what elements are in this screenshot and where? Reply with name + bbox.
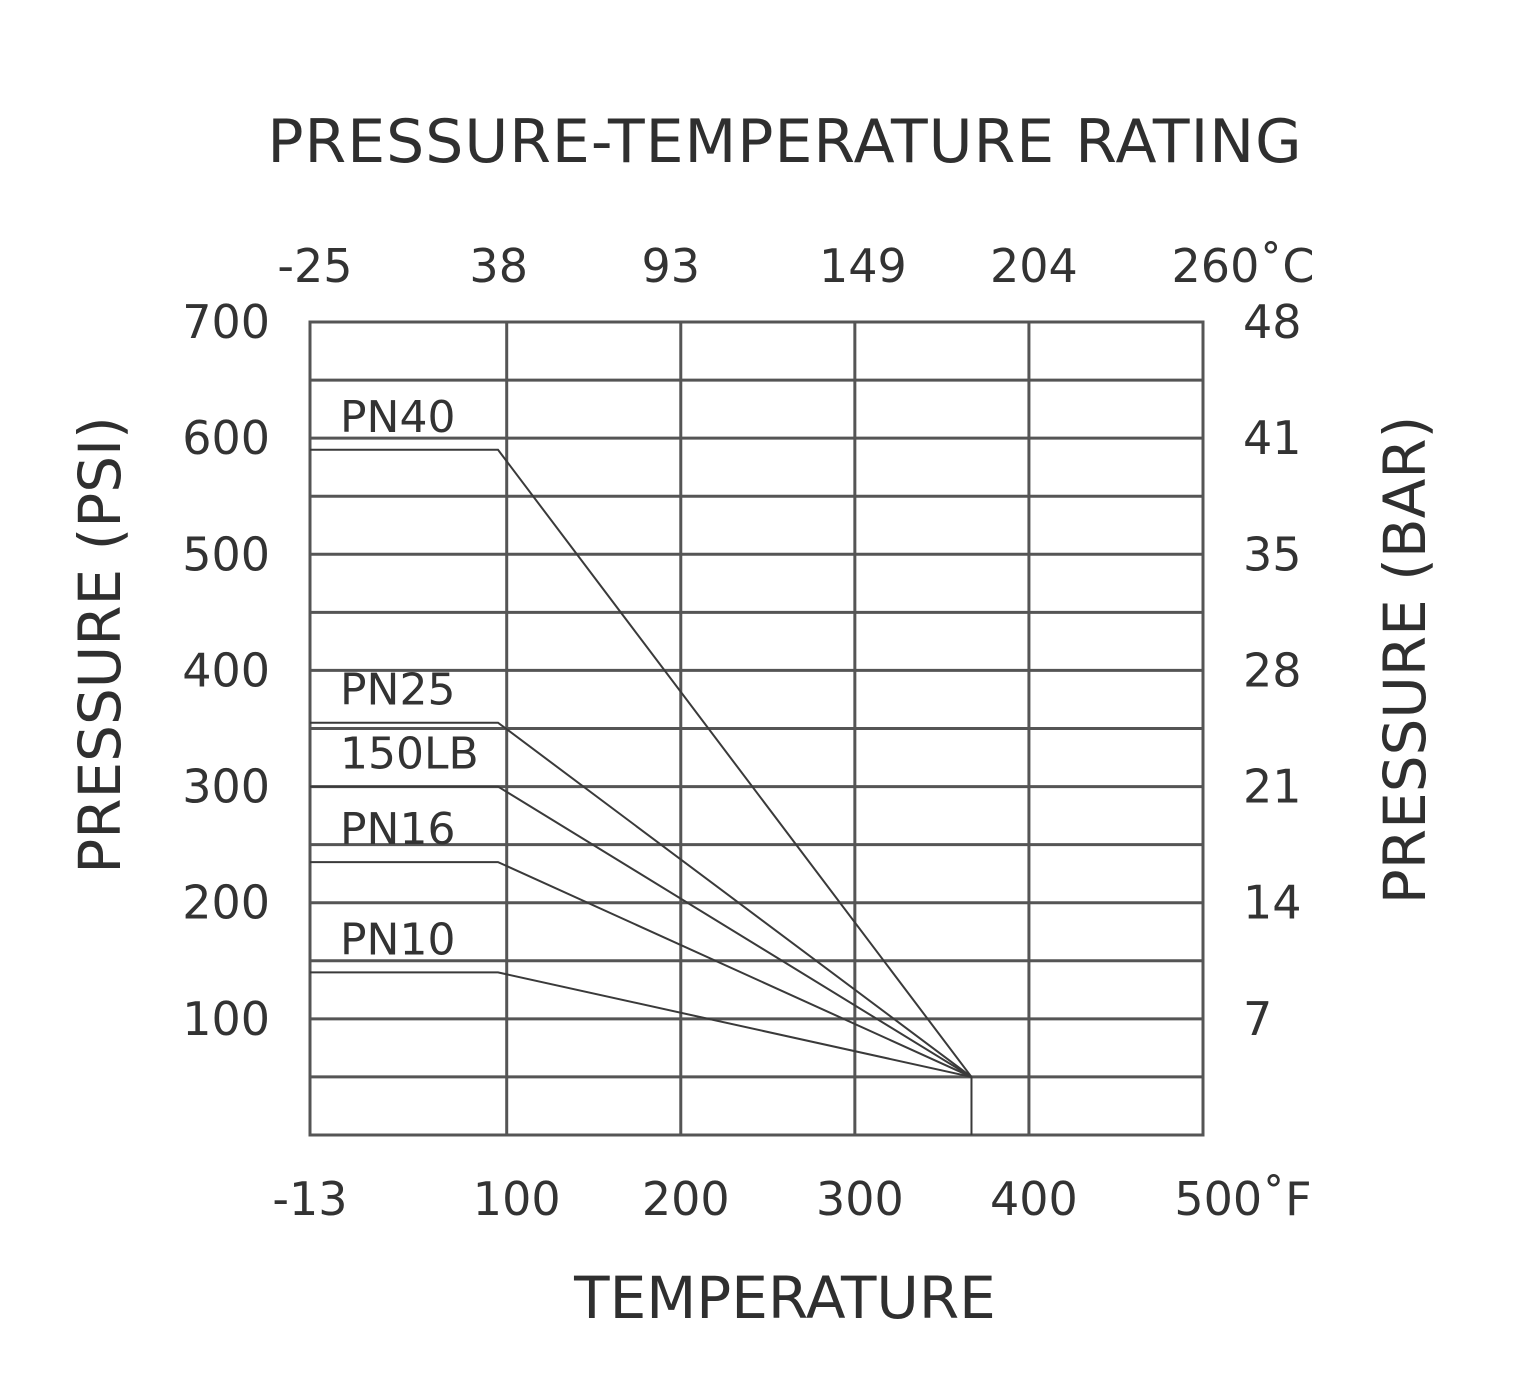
x-tick-label-bottom: 500˚F (1174, 1172, 1311, 1226)
series-line-pn25 (310, 721, 973, 1078)
y-tick-label-left: 500 (182, 527, 270, 581)
y-axis-title-left: PRESSURE (PSI) (66, 416, 134, 874)
series-line-pn10 (310, 971, 972, 1078)
x-tick-label-top: 38 (469, 239, 528, 293)
x-tick-label-top: 204 (990, 239, 1078, 293)
y-tick-label-right: 14 (1243, 876, 1302, 930)
x-tick-label-top: -25 (277, 239, 352, 293)
tick-layer: 100 200 300 400 500 600 700 7 14 21 28 35 41 48 -13 100… (182, 239, 1314, 1226)
x-tick-label-bottom: 400 (990, 1172, 1078, 1226)
y-tick-label-right: 48 (1243, 295, 1302, 349)
x-tick-label-top: 149 (819, 239, 907, 293)
y-tick-label-left: 400 (182, 643, 270, 697)
y-tick-label-right: 7 (1243, 992, 1272, 1046)
y-tick-label-left: 100 (182, 992, 270, 1046)
x-tick-label-bottom: 300 (816, 1172, 904, 1226)
y-tick-label-right: 28 (1243, 643, 1302, 697)
series-layer (310, 448, 973, 1135)
x-tick-label-top: 260˚C (1172, 239, 1315, 293)
chart-title: PRESSURE-TEMPERATURE RATING (267, 107, 1302, 177)
series-label-150lb: 150LB (340, 729, 479, 780)
x-tick-label-top: 93 (642, 239, 701, 293)
y-tick-label-left: 600 (182, 411, 270, 465)
x-axis-title: TEMPERATURE (573, 1264, 996, 1332)
x-tick-label-bottom: 200 (642, 1172, 730, 1226)
y-tick-label-left: 300 (182, 760, 270, 814)
series-line-150lb (310, 785, 973, 1078)
series-line-pn40 (310, 448, 973, 1135)
grid-layer (308, 320, 1205, 1137)
x-tick-label-bottom: -13 (272, 1172, 347, 1226)
label-layer: PN40 PN25 150LB PN16 PN10 (340, 392, 479, 966)
x-tick-label-bottom: 100 (473, 1172, 561, 1226)
series-label-pn16: PN16 (340, 804, 455, 855)
series-label-pn10: PN10 (340, 914, 455, 965)
y-tick-label-left: 200 (182, 876, 270, 930)
series-label-pn25: PN25 (340, 665, 455, 716)
y-tick-label-right: 41 (1243, 411, 1302, 465)
series-label-pn40: PN40 (340, 392, 455, 443)
y-tick-label-right: 21 (1243, 760, 1302, 814)
y-axis-title-right: PRESSURE (BAR) (1371, 416, 1439, 904)
y-tick-label-left: 700 (182, 295, 270, 349)
y-tick-label-right: 35 (1243, 527, 1302, 581)
series-line-pn16 (310, 861, 972, 1078)
